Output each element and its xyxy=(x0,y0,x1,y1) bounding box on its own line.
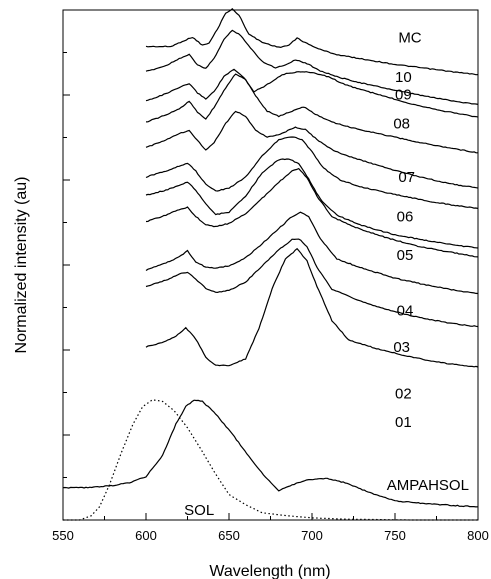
plot-frame xyxy=(62,9,479,521)
series-line-08 xyxy=(145,73,478,154)
series-line-03 xyxy=(145,211,479,295)
series-label-07: 07 xyxy=(398,169,415,186)
series-line-07 xyxy=(145,110,479,189)
series-label-mc: MC xyxy=(398,29,421,46)
series-label-08: 08 xyxy=(393,116,410,133)
series-line-04 xyxy=(145,167,479,258)
x-axis-title: Wavelength (nm) xyxy=(209,563,330,579)
axis-ticks xyxy=(62,9,479,521)
series-label-01: 01 xyxy=(395,414,412,431)
series-label-02: 02 xyxy=(395,385,412,402)
series-label-04: 04 xyxy=(397,303,414,320)
series-label-10: 10 xyxy=(395,69,412,86)
series-label-sol: SOL xyxy=(184,502,214,519)
series-line-sol xyxy=(63,399,478,521)
series-label-06: 06 xyxy=(397,209,414,226)
x-tick-labels: 550 600 650 700 750 800 xyxy=(52,528,489,543)
series-line-mc xyxy=(145,7,479,76)
series-line-06 xyxy=(145,136,479,210)
series-lines xyxy=(62,7,479,521)
x-tick-label: 700 xyxy=(301,528,323,543)
series-label-09: 09 xyxy=(395,86,412,103)
series-label-05: 05 xyxy=(397,247,414,264)
series-line-02 xyxy=(145,238,479,328)
series-line-ampahsol xyxy=(62,399,479,508)
series-label-03: 03 xyxy=(393,339,410,356)
y-axis-title: Normalized intensity (au) xyxy=(13,177,30,354)
series-line-09 xyxy=(145,68,479,118)
series-line-10 xyxy=(145,29,479,105)
x-tick-label: 800 xyxy=(467,528,489,543)
series-label-ampahsol: AMPAHSOL xyxy=(387,477,469,494)
x-tick-label: 600 xyxy=(135,528,157,543)
x-tick-label: 550 xyxy=(52,528,74,543)
series-line-01 xyxy=(145,247,479,368)
x-tick-label: 750 xyxy=(384,528,406,543)
series-line-05 xyxy=(145,158,479,249)
x-tick-label: 650 xyxy=(218,528,240,543)
